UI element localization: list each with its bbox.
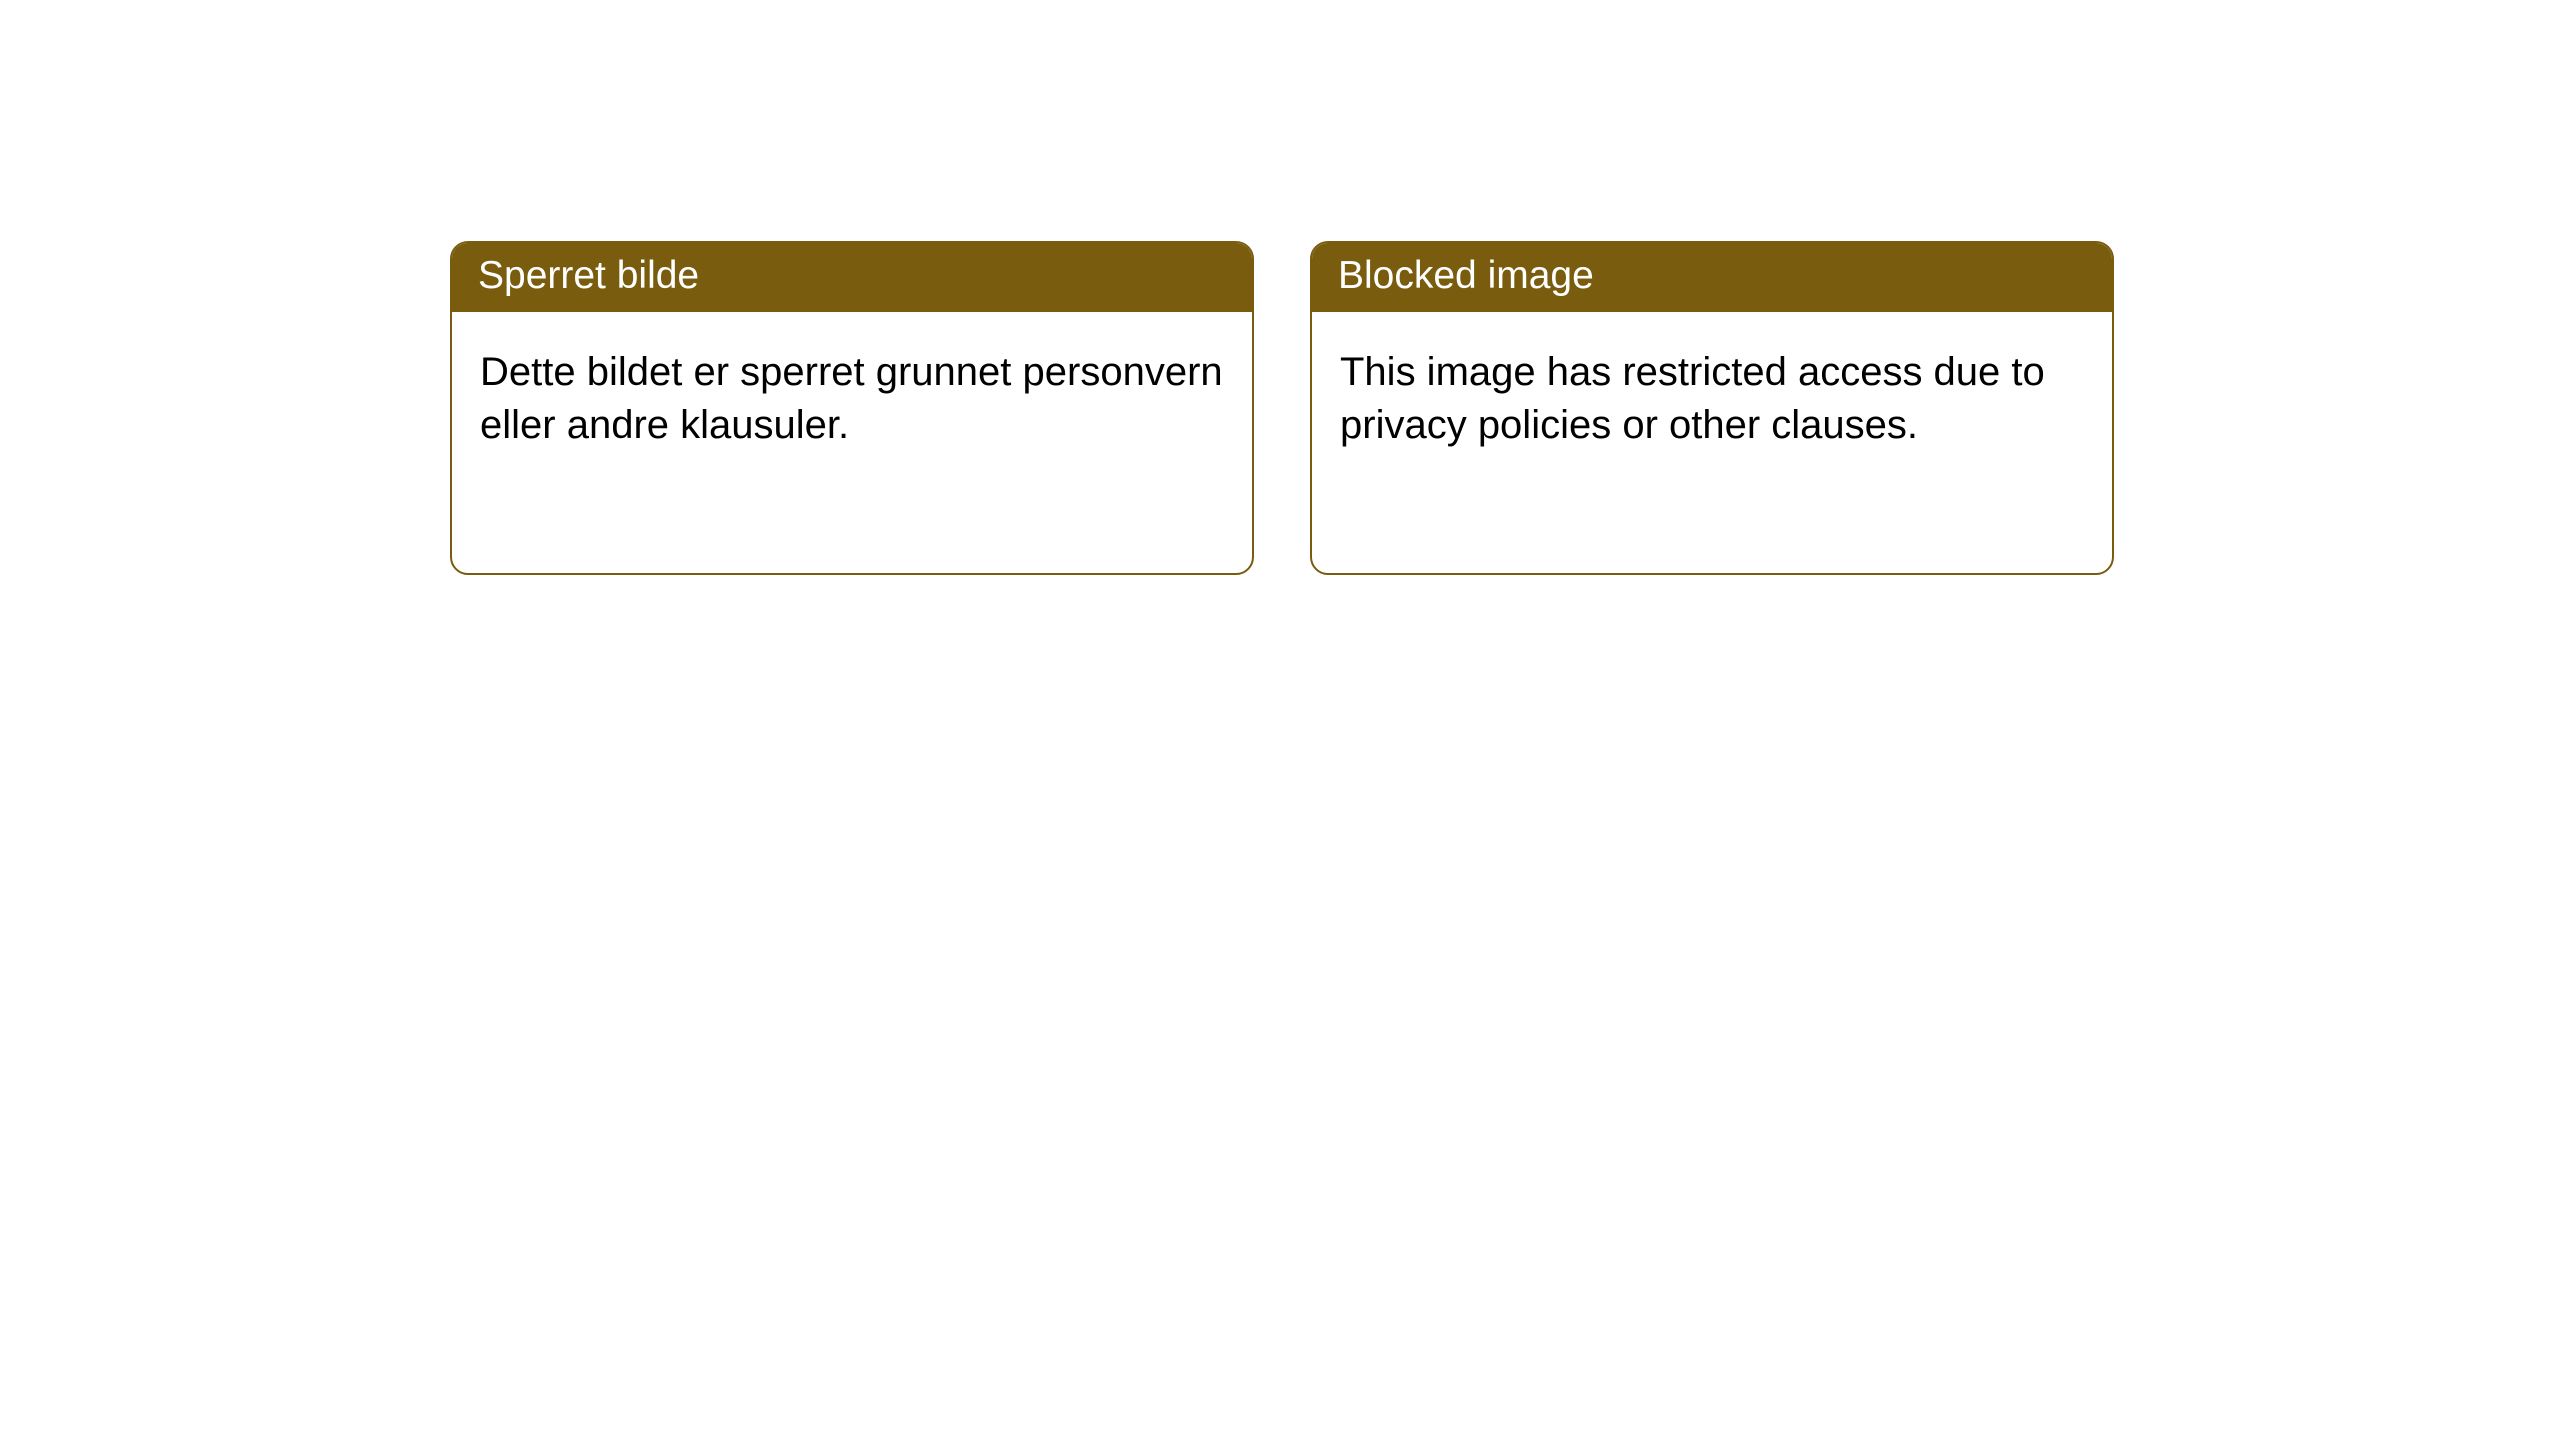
card-body-text: This image has restricted access due to … <box>1340 350 2045 447</box>
card-body: Dette bildet er sperret grunnet personve… <box>452 312 1252 486</box>
card-body: This image has restricted access due to … <box>1312 312 2112 486</box>
notice-cards-container: Sperret bilde Dette bildet er sperret gr… <box>0 0 2560 575</box>
notice-card-english: Blocked image This image has restricted … <box>1310 241 2114 575</box>
notice-card-norwegian: Sperret bilde Dette bildet er sperret gr… <box>450 241 1254 575</box>
card-body-text: Dette bildet er sperret grunnet personve… <box>480 350 1223 447</box>
card-title: Sperret bilde <box>478 254 699 297</box>
card-header: Sperret bilde <box>452 243 1252 312</box>
card-title: Blocked image <box>1338 254 1594 297</box>
card-header: Blocked image <box>1312 243 2112 312</box>
